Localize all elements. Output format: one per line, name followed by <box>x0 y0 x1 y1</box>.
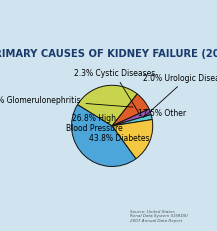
Wedge shape <box>78 86 137 126</box>
Text: 2.0% Urologic Diseases: 2.0% Urologic Diseases <box>143 74 217 118</box>
Text: Source: United States
Renal Data System (USRDS)
2007 Annual Data Report: Source: United States Renal Data System … <box>130 209 188 222</box>
Text: PRIMARY CAUSES OF KIDNEY FAILURE (2005): PRIMARY CAUSES OF KIDNEY FAILURE (2005) <box>0 49 217 58</box>
Text: 43.8% Diabetes: 43.8% Diabetes <box>89 133 150 142</box>
Text: 2.3% Cystic Diseases: 2.3% Cystic Diseases <box>74 69 155 114</box>
Text: 7.6% Glomerulonephritis: 7.6% Glomerulonephritis <box>0 96 133 108</box>
Wedge shape <box>112 115 152 126</box>
Wedge shape <box>72 105 136 167</box>
Text: 17.5% Other: 17.5% Other <box>138 109 186 118</box>
Wedge shape <box>112 94 149 126</box>
Text: 26.8% High
Blood Pressure: 26.8% High Blood Pressure <box>66 113 123 133</box>
Wedge shape <box>112 120 153 159</box>
Wedge shape <box>112 109 151 126</box>
